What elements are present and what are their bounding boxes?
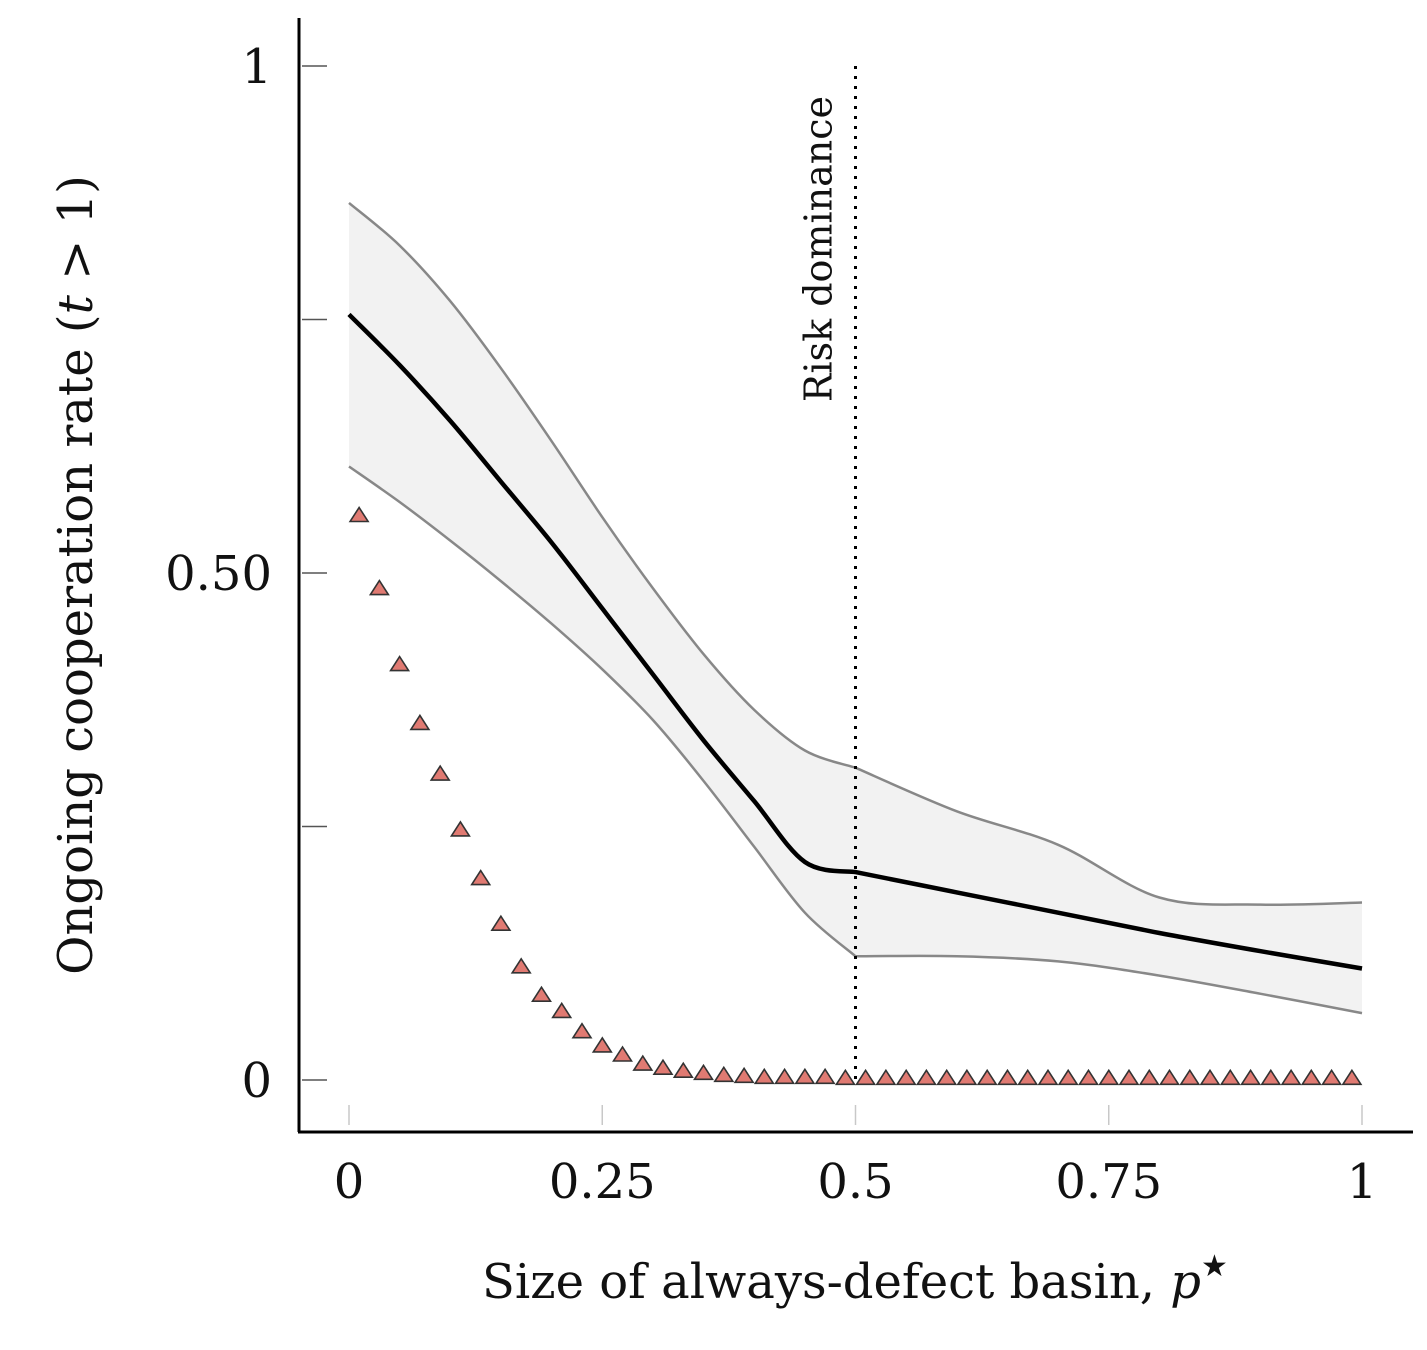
mean-line-layer	[347, 312, 1363, 971]
confidence-band-upper	[348, 201, 1363, 906]
triangle-marker	[1078, 1068, 1099, 1086]
triangle-marker	[1341, 1068, 1363, 1086]
x-tick-label: 0.25	[549, 1154, 656, 1210]
triangle-marker	[632, 1054, 654, 1071]
marker-layer	[348, 506, 1363, 1086]
triangle-marker	[368, 579, 390, 596]
triangle-marker	[915, 1068, 937, 1086]
triangle-marker	[591, 1036, 613, 1053]
triangle-marker	[470, 869, 492, 886]
confidence-band-fill	[349, 202, 1362, 1014]
mean-cooperation-line	[347, 312, 1363, 971]
triangle-marker	[814, 1067, 836, 1085]
ticks: 0 0.25 0.5 0.75 1 0 0.50 1	[165, 39, 1377, 1210]
triangle-marker	[1280, 1068, 1302, 1086]
confidence-band-lower	[348, 465, 1363, 1015]
triangle-marker	[1037, 1068, 1059, 1086]
x-tick-label: 1	[1347, 1154, 1378, 1210]
risk-dominance-label: Risk dominance	[797, 96, 841, 402]
triangle-marker	[551, 1001, 573, 1019]
triangle-marker	[348, 506, 370, 523]
x-tick-label: 0	[334, 1154, 365, 1210]
triangle-marker	[1300, 1068, 1322, 1086]
triangle-marker	[612, 1045, 633, 1062]
triangle-marker	[409, 713, 431, 731]
triangle-marker	[693, 1063, 714, 1081]
triangle-marker	[429, 764, 451, 781]
triangle-marker	[1179, 1068, 1201, 1086]
triangle-marker	[672, 1061, 694, 1078]
triangle-marker	[1118, 1068, 1140, 1086]
triangle-marker	[753, 1067, 775, 1085]
triangle-marker	[855, 1068, 877, 1086]
triangle-marker	[449, 820, 471, 837]
triangle-marker	[652, 1058, 674, 1075]
triangle-marker	[997, 1068, 1018, 1086]
triangle-marker	[531, 985, 552, 1003]
triangle-marker	[875, 1068, 897, 1086]
axes	[297, 18, 1413, 1134]
triangle-marker	[1321, 1068, 1343, 1086]
triangle-marker	[1240, 1068, 1262, 1086]
y-axis-title: Ongoing cooperation rate (t > 1)	[48, 175, 104, 975]
confidence-band-layer	[348, 201, 1363, 1015]
triangle-marker	[774, 1067, 796, 1085]
triangle-marker	[1260, 1068, 1282, 1086]
triangle-marker	[976, 1068, 998, 1086]
x-axis-title: Size of always-defect basin, p★	[482, 1249, 1228, 1310]
triangle-marker	[794, 1067, 816, 1085]
triangle-marker	[1017, 1068, 1039, 1086]
y-tick-label: 1	[241, 39, 272, 95]
x-tick-label: 0.75	[1055, 1154, 1162, 1210]
triangle-marker	[1057, 1068, 1079, 1086]
triangle-marker	[490, 914, 512, 932]
y-tick-label: 0.50	[165, 546, 272, 602]
triangle-marker	[1159, 1068, 1180, 1086]
triangle-marker	[713, 1065, 735, 1083]
triangle-marker	[389, 655, 411, 672]
triangle-marker	[1098, 1068, 1120, 1086]
triangle-marker	[956, 1068, 978, 1086]
annotation-layer: Risk dominance	[797, 66, 857, 1080]
triangle-marker	[1138, 1068, 1160, 1086]
x-tick-label: 0.5	[817, 1154, 893, 1210]
y-tick-label: 0	[241, 1053, 272, 1109]
triangle-marker	[895, 1068, 917, 1086]
triangle-marker	[1219, 1068, 1241, 1086]
triangle-marker	[571, 1022, 593, 1039]
triangle-marker	[733, 1066, 755, 1084]
triangle-marker	[936, 1068, 958, 1086]
triangle-marker	[834, 1068, 856, 1086]
triangle-marker	[510, 957, 532, 974]
triangle-marker	[1199, 1068, 1221, 1086]
